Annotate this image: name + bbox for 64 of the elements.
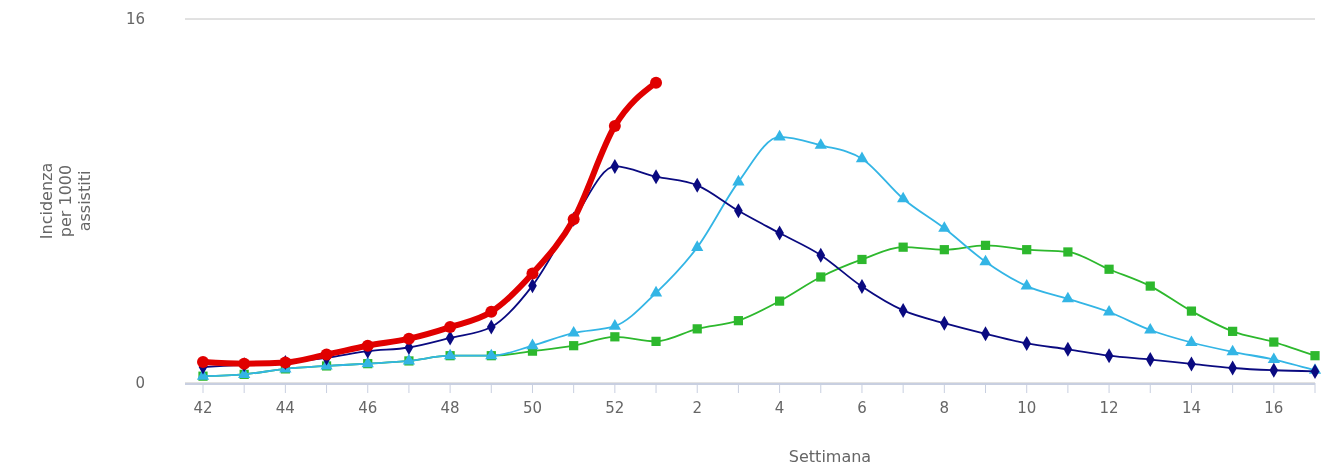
point	[1061, 291, 1075, 303]
point	[898, 242, 908, 252]
point	[567, 325, 580, 337]
point	[897, 191, 910, 203]
point	[650, 76, 663, 89]
point	[1020, 279, 1033, 290]
point	[361, 339, 374, 352]
point	[691, 240, 704, 251]
x-tick-label: 44	[275, 399, 295, 417]
x-tick-label: 16	[1264, 399, 1284, 417]
point	[1144, 322, 1157, 334]
point	[1226, 344, 1239, 356]
point	[651, 336, 661, 346]
point	[1185, 335, 1198, 347]
point	[939, 245, 949, 255]
point	[1186, 306, 1197, 316]
point	[1102, 304, 1116, 316]
point	[938, 221, 951, 232]
point	[857, 254, 867, 265]
point	[733, 316, 744, 326]
point	[608, 319, 621, 330]
point	[320, 348, 333, 361]
point	[855, 151, 869, 163]
x-axis-title: Settimana	[788, 447, 872, 466]
x-tick-label: 12	[1099, 399, 1119, 417]
point	[773, 129, 786, 141]
point	[444, 321, 457, 334]
x-tick-label: 4	[774, 399, 785, 417]
point	[1022, 245, 1032, 255]
point	[485, 305, 498, 318]
point	[402, 332, 415, 345]
point	[1269, 337, 1279, 347]
x-tick-label: 52	[605, 399, 625, 417]
point	[1104, 264, 1114, 274]
point	[979, 254, 992, 266]
x-tick-label: 6	[857, 399, 867, 417]
point	[1063, 247, 1073, 257]
point	[732, 174, 745, 186]
point	[1310, 351, 1320, 361]
point	[197, 356, 209, 369]
point	[1267, 352, 1280, 364]
y-tick-label: 0	[135, 374, 145, 393]
x-tick-label: 8	[939, 399, 950, 417]
x-tick-label: 2	[692, 399, 702, 417]
x-tick-label: 46	[358, 399, 378, 417]
point	[649, 285, 663, 297]
point	[610, 332, 620, 342]
point	[980, 240, 991, 250]
point	[526, 338, 539, 350]
point	[774, 296, 785, 306]
point	[1228, 326, 1238, 336]
point	[816, 272, 826, 282]
point	[692, 324, 702, 334]
point	[569, 341, 579, 351]
point	[814, 138, 827, 149]
y-axis-title: Incidenza per 1000 assistiti	[37, 162, 95, 240]
x-tick-label: 48	[440, 399, 460, 417]
x-tick-label: 50	[522, 399, 543, 417]
point	[608, 119, 621, 132]
x-tick-label: 14	[1181, 399, 1201, 417]
x-tick-label: 10	[1017, 399, 1037, 417]
point	[526, 267, 539, 280]
x-tick-label: 42	[193, 399, 213, 417]
point	[1145, 281, 1155, 291]
